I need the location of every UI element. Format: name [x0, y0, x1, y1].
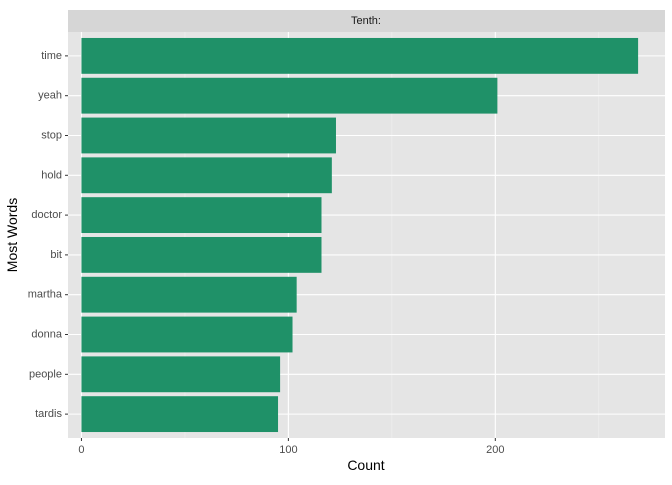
bar-bit	[81, 236, 322, 273]
bar-stop	[81, 117, 336, 154]
bar-doctor	[81, 197, 322, 234]
x-axis-title: Count	[347, 457, 384, 473]
x-tick-label: 100	[279, 444, 297, 456]
y-tick-label: time	[41, 50, 62, 62]
y-tick-label: bit	[50, 249, 62, 261]
y-tick-label: yeah	[38, 90, 62, 102]
y-tick-label: tardis	[35, 408, 62, 420]
bar-yeah	[81, 77, 498, 114]
bar-martha	[81, 276, 297, 313]
bar-people	[81, 356, 281, 393]
y-tick-label: doctor	[31, 209, 62, 221]
y-axis-title: Most Words	[4, 198, 20, 272]
y-tick-label: stop	[41, 129, 62, 141]
y-tick-label: martha	[28, 289, 63, 301]
y-tick-label: hold	[41, 169, 62, 181]
y-tick-label: donna	[31, 329, 62, 341]
facet-strip-label: Tenth:	[351, 15, 381, 27]
y-tick-label: people	[29, 368, 62, 380]
bar-hold	[81, 157, 332, 194]
x-tick-label: 200	[486, 444, 504, 456]
bar-donna	[81, 316, 293, 353]
bar-time	[81, 37, 639, 74]
x-tick-label: 0	[78, 444, 84, 456]
bar-tardis	[81, 396, 279, 433]
facet-strip	[68, 10, 665, 32]
